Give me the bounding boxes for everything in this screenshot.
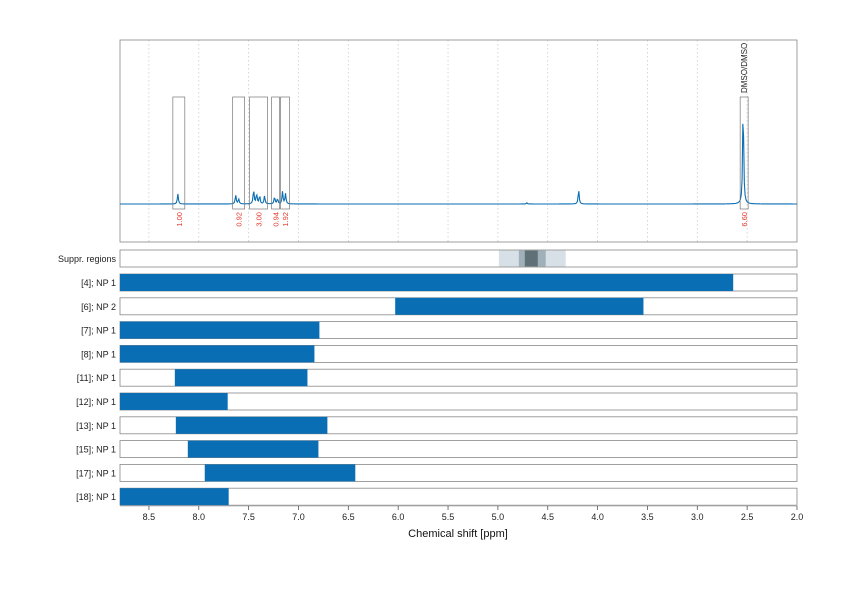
x-tick-label: 8.5 [143,512,156,522]
x-tick-label: 3.0 [691,512,704,522]
row-label: [12]; NP 1 [76,397,116,407]
x-tick-label: 6.0 [392,512,405,522]
x-tick-label: 6.5 [342,512,355,522]
x-tick-label: 3.5 [641,512,654,522]
row-label: [6]; NP 2 [81,302,116,312]
row-bar [120,345,315,363]
row-label: [15]; NP 1 [76,445,116,455]
x-tick-label: 4.5 [541,512,554,522]
x-tick-label: 4.0 [591,512,604,522]
row-label: [18]; NP 1 [76,492,116,502]
integral-value-label: 3.00 [255,212,264,227]
row-label: [13]; NP 1 [76,421,116,431]
integral-region-box [172,96,186,210]
suppressed-regions-label: Suppr. regions [58,254,117,264]
integral-layer: 1.00 0.92 3.00 0.94 1.92 6.60 DMSO/DMSO [172,43,749,227]
x-tick-label: 2.5 [741,512,754,522]
row-bar [395,297,644,315]
row-bar [120,488,229,506]
integral-region-box [739,96,749,210]
integral-region-box [271,96,280,210]
rows-layer: [4]; NP 1 [6]; NP 2 [7]; NP 1 [8]; NP 1 [11]… [76,273,798,506]
x-tick-label: 5.0 [492,512,505,522]
x-axis-label: Chemical shift [ppm] [408,528,508,540]
integral-value-label: 0.94 [272,212,281,227]
x-tick-label: 7.0 [292,512,305,522]
integral-value-label: 0.92 [235,212,244,227]
row-label: [8]; NP 1 [81,349,116,359]
x-tick-label: 5.5 [442,512,455,522]
spectrum-panel-frame [119,39,798,243]
row-bar [174,369,308,387]
x-tick-label: 8.0 [193,512,206,522]
spectrum-layer [120,123,797,205]
suppressed-region-dark [524,250,538,267]
peak-annotation: DMSO/DMSO [740,43,749,93]
integral-value-label: 1.00 [175,212,184,227]
integral-region-box [249,96,268,210]
row-label: [7]; NP 1 [81,326,116,336]
spectrum-trace [120,123,797,205]
row-label: [4]; NP 1 [81,278,116,288]
suppressed-regions-row: Suppr. regions [58,249,798,268]
row-bar [120,274,734,291]
integral-value-label: 1.92 [281,212,290,227]
row-bar [120,393,228,410]
x-axis: Chemical shift [ppm] 8.5 8.0 7.5 7.0 6.5 6.0 5… [120,505,804,540]
integral-value-label: 6.60 [740,212,749,227]
row-bar [120,321,320,339]
x-tick-label: 7.5 [242,512,255,522]
grid-layer [148,40,748,242]
row-label: [17]; NP 1 [76,468,116,478]
x-tick-label: 2.0 [791,512,804,522]
row-bar [187,440,319,458]
integral-region-box [280,96,290,210]
row-bar [175,416,328,434]
integral-region-box [232,96,245,210]
row-label: [11]; NP 1 [77,373,116,383]
row-bar [204,464,356,482]
suppressed-regions-frame [119,249,798,268]
